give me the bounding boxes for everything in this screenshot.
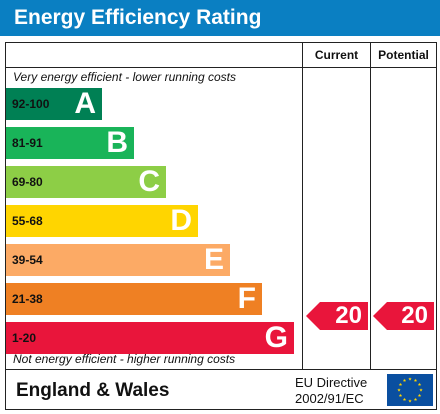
eu-star-icon: [398, 382, 403, 386]
rating-band-d: 55-68 D: [6, 205, 198, 237]
rating-band-e: 39-54 E: [6, 244, 230, 276]
eu-star-icon: [413, 397, 418, 401]
eu-directive-line1: EU Directive: [295, 375, 368, 390]
rating-chart: Current Potential Very energy efficient …: [5, 42, 437, 410]
band-letter: D: [170, 204, 192, 237]
eu-star-icon: [402, 378, 407, 382]
rating-band-c: 69-80 C: [6, 166, 166, 198]
potential-rating-arrow: [373, 302, 434, 330]
potential-rating-value: 20: [401, 302, 428, 329]
rating-band-g: 1-20 G: [6, 322, 294, 354]
eu-star-icon: [419, 388, 423, 392]
eu-star-icon: [408, 399, 412, 403]
band-range: 39-54: [12, 253, 43, 267]
region-label: England & Wales: [16, 380, 170, 401]
note-top: Very energy efficient - lower running co…: [13, 70, 236, 84]
band-range: 92-100: [12, 97, 50, 111]
current-rating-arrow: [306, 302, 368, 330]
rating-band-f: 21-38 F: [6, 283, 262, 315]
potential-rating: 20: [373, 302, 434, 330]
eu-star-icon: [417, 382, 422, 386]
band-letter: B: [106, 126, 128, 159]
band-letter: F: [237, 282, 256, 315]
eu-directive-line2: 2002/91/EC: [295, 391, 364, 406]
divider: [6, 369, 436, 370]
eu-star-icon: [413, 378, 418, 382]
divider: [302, 43, 303, 369]
band-range: 81-91: [12, 136, 43, 150]
eu-star-icon: [397, 388, 401, 392]
eu-star-icon: [402, 397, 407, 401]
eu-star-icon: [417, 393, 422, 397]
rating-band-a: 92-100 A: [6, 88, 102, 120]
band-range: 55-68: [12, 214, 43, 228]
band-letter: C: [138, 165, 160, 198]
band-range: 1-20: [12, 331, 37, 345]
band-letter: G: [264, 321, 288, 354]
page-title: Energy Efficiency Rating: [0, 0, 440, 36]
eu-flag-icon: [387, 374, 433, 406]
rating-band-b: 81-91 B: [6, 127, 134, 159]
note-bottom: Not energy efficient - higher running co…: [13, 352, 236, 366]
band-letter: A: [74, 87, 96, 120]
divider: [6, 67, 436, 68]
column-header-potential: Potential: [378, 48, 429, 62]
band-range: 69-80: [12, 175, 43, 189]
eu-star-icon: [398, 393, 403, 397]
divider: [370, 43, 371, 369]
current-rating-value: 20: [335, 302, 362, 329]
band-range: 21-38: [12, 292, 43, 306]
band-letter: E: [203, 243, 224, 276]
column-header-current: Current: [314, 48, 359, 62]
current-rating: 20: [306, 302, 368, 330]
eu-star-icon: [408, 377, 412, 381]
